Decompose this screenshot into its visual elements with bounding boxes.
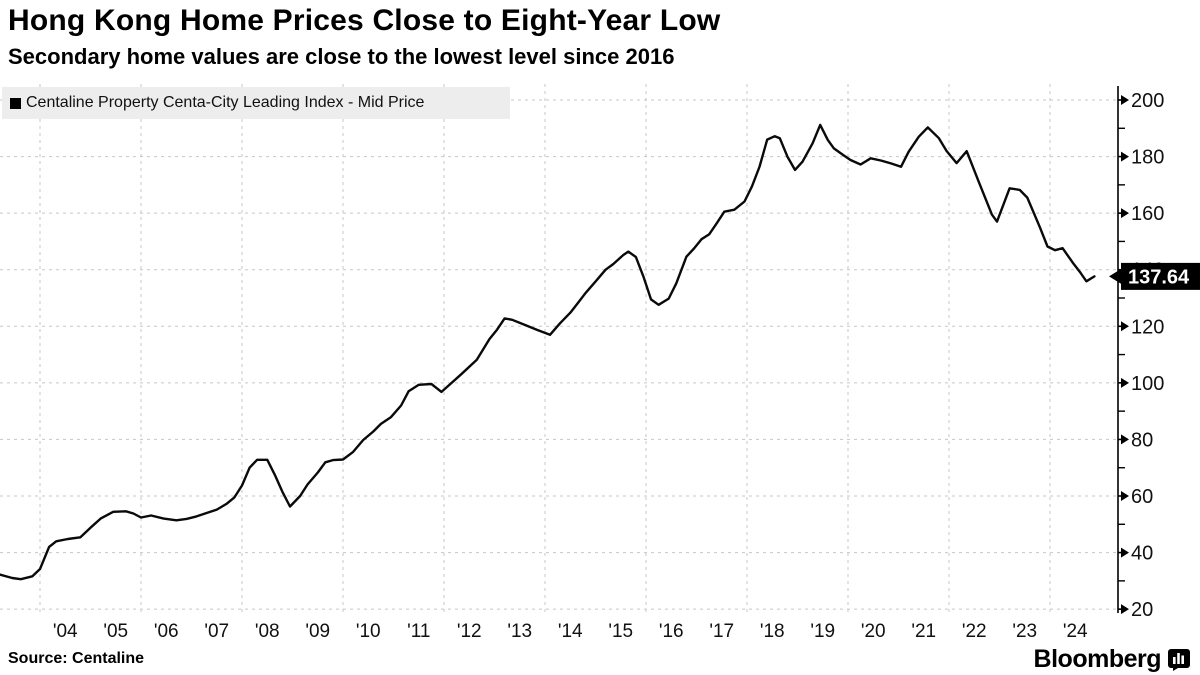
x-axis-tick-label: '16 (659, 621, 684, 642)
x-axis-tick-label: '13 (507, 621, 532, 642)
y-axis-tick-label: 200 (1131, 90, 1164, 112)
y-axis-tick-label: 120 (1131, 316, 1164, 338)
bloomberg-logo: Bloomberg (1034, 645, 1190, 674)
y-axis-tick-arrow-icon (1121, 547, 1129, 558)
y-axis-tick-label: 80 (1131, 429, 1153, 451)
x-axis-tick-label: '11 (407, 621, 430, 642)
y-axis-tick-label: 40 (1131, 543, 1153, 565)
x-axis-tick-label: '08 (255, 621, 280, 642)
x-axis-tick-label: '07 (204, 621, 229, 642)
x-axis-tick-label: '20 (861, 621, 886, 642)
y-axis-tick-arrow-icon (1121, 208, 1129, 219)
y-axis-tick-arrow-icon (1121, 95, 1129, 105)
last-value-flag (1121, 262, 1200, 290)
x-axis-tick-label: '12 (457, 621, 482, 642)
x-axis-tick-label: '14 (558, 621, 583, 642)
bloomberg-terminal-icon (1168, 648, 1190, 671)
x-axis-tick-label: '15 (608, 621, 633, 642)
last-value-label: 137.64 (1128, 266, 1190, 288)
y-axis-tick-label: 160 (1131, 203, 1164, 225)
y-axis-tick-arrow-icon (1121, 321, 1129, 332)
x-axis-tick-label: '06 (154, 621, 179, 642)
x-axis-tick-label: '19 (810, 621, 835, 642)
x-axis-tick-label: '05 (103, 621, 128, 642)
y-axis-tick-label: 20 (1131, 599, 1153, 621)
y-axis-tick-arrow-icon (1121, 377, 1129, 388)
price-index-line (0, 123, 1096, 581)
x-axis-tick-label: '23 (1012, 621, 1037, 642)
page-subtitle: Secondary home values are close to the l… (8, 44, 675, 69)
legend-swatch-icon (10, 97, 21, 109)
y-axis-tick-arrow-icon (1121, 151, 1129, 162)
page-title: Hong Kong Home Prices Close to Eight-Yea… (8, 4, 721, 37)
x-axis-tick-label: '24 (1063, 621, 1088, 642)
x-axis-tick-label: '10 (356, 621, 381, 642)
x-axis-tick-label: '04 (53, 621, 78, 642)
x-axis-tick-label: '17 (709, 621, 734, 642)
y-axis-tick-label: 180 (1131, 147, 1164, 169)
source-attribution: Source: Centaline (8, 650, 145, 667)
y-axis-tick-arrow-icon (1121, 491, 1129, 502)
x-axis-tick-label: '22 (962, 621, 987, 642)
legend[interactable]: Centaline Property Centa-City Leading In… (2, 87, 510, 119)
x-axis-tick-label: '21 (911, 621, 936, 642)
y-axis-tick-arrow-icon (1121, 604, 1129, 615)
y-axis-tick-arrow-icon (1121, 434, 1129, 445)
x-axis-tick-label: '18 (760, 621, 785, 642)
y-axis-tick-label: 100 (1131, 373, 1164, 395)
y-axis-tick-label: 60 (1131, 486, 1153, 508)
last-value-flag-pointer (1109, 268, 1122, 285)
bloomberg-wordmark: Bloomberg (1033, 645, 1162, 673)
legend-label: Centaline Property Centa-City Leading In… (26, 94, 425, 111)
x-axis-tick-label: '09 (305, 621, 330, 642)
